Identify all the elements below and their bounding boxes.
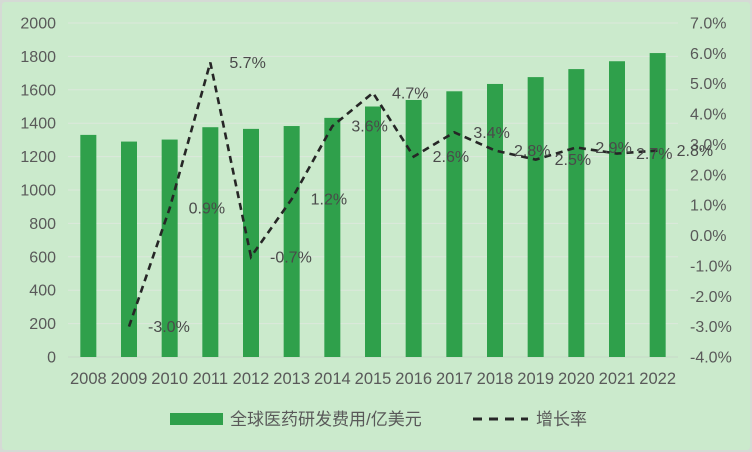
legend-label-bars: 全球医药研发费用/亿美元 (230, 410, 422, 429)
left-axis-tick-2000: 2000 (20, 16, 56, 33)
x-axis-tick-2011: 2011 (193, 370, 228, 388)
x-axis-tick-2020: 2020 (558, 370, 595, 388)
data-label-2010: 0.9% (189, 201, 225, 218)
data-label-2015: 4.7% (392, 85, 428, 102)
left-axis-tick-200: 200 (29, 316, 56, 333)
legend-label-line: 增长率 (536, 410, 587, 429)
x-axis-tick-2015: 2015 (355, 370, 392, 388)
x-axis-tick-2021: 2021 (599, 370, 636, 388)
x-axis-tick-2008: 2008 (70, 370, 107, 388)
right-axis-tick--4.0%: -4.0% (690, 350, 732, 367)
bar-2014 (324, 117, 341, 357)
left-axis-tick-1200: 1200 (20, 149, 56, 166)
bar-2010 (161, 139, 178, 357)
data-label-2022: 2.8% (677, 143, 713, 160)
right-axis-tick-0.0%: 0.0% (690, 228, 726, 245)
right-axis-tick--3.0%: -3.0% (690, 319, 732, 336)
left-axis-tick-1600: 1600 (20, 82, 56, 99)
x-axis-tick-2016: 2016 (395, 370, 432, 388)
left-axis-tick-1000: 1000 (20, 183, 56, 200)
data-label-2021: 2.7% (636, 146, 672, 163)
bar-2017 (446, 91, 463, 357)
data-label-2013: 1.2% (311, 192, 347, 209)
data-label-2016: 2.6% (433, 149, 469, 166)
data-label-2019: 2.5% (555, 152, 591, 169)
data-label-2009: -3.0% (148, 319, 190, 336)
bar-2020 (568, 69, 585, 357)
data-label-2011: 5.7% (229, 55, 265, 72)
bar-2009 (121, 141, 137, 357)
bar-2015 (365, 106, 381, 357)
left-axis-tick-600: 600 (29, 249, 56, 266)
left-axis-tick-800: 800 (29, 216, 56, 233)
bar-2022 (649, 53, 666, 358)
right-axis-tick-4.0%: 4.0% (690, 107, 726, 124)
right-axis-tick-7.0%: 7.0% (690, 16, 726, 33)
bar-2013 (283, 126, 300, 357)
right-axis-tick-1.0%: 1.0% (690, 198, 726, 215)
x-axis-tick-2009: 2009 (111, 370, 148, 388)
x-axis-tick-2017: 2017 (436, 370, 473, 388)
right-axis-tick-2.0%: 2.0% (690, 167, 726, 184)
legend-bar-swatch (170, 413, 223, 425)
right-axis-tick-6.0%: 6.0% (690, 46, 726, 63)
bar-2008 (80, 134, 97, 357)
left-axis-tick-1400: 1400 (20, 116, 56, 133)
data-label-2017: 3.4% (473, 125, 509, 142)
left-axis-tick-0: 0 (47, 350, 56, 367)
x-axis-tick-2018: 2018 (477, 370, 514, 388)
x-axis-tick-2010: 2010 (151, 370, 188, 388)
right-axis-tick-5.0%: 5.0% (690, 76, 726, 93)
bar-2019 (527, 77, 544, 357)
right-axis-tick--1.0%: -1.0% (690, 258, 732, 275)
bar-2021 (609, 61, 625, 357)
x-axis-tick-2012: 2012 (233, 370, 270, 388)
bar-2016 (405, 99, 422, 357)
x-axis-tick-2019: 2019 (517, 370, 554, 388)
data-label-2012: -0.7% (270, 249, 312, 266)
data-label-2018: 2.8% (514, 143, 550, 160)
x-axis-tick-2014: 2014 (314, 370, 351, 388)
x-axis-tick-2013: 2013 (273, 370, 310, 388)
bar-2011 (202, 127, 219, 357)
left-axis-tick-1800: 1800 (20, 49, 56, 66)
right-axis-tick-3.0%: 3.0% (690, 137, 726, 154)
data-label-2014: 3.6% (351, 119, 387, 136)
left-axis-tick-400: 400 (29, 283, 56, 300)
right-axis-tick--2.0%: -2.0% (690, 289, 732, 306)
bar-2012 (243, 128, 259, 357)
data-label-2020: 2.9% (595, 140, 631, 157)
x-axis-tick-2022: 2022 (639, 370, 676, 388)
growth-rate-line (127, 62, 658, 328)
